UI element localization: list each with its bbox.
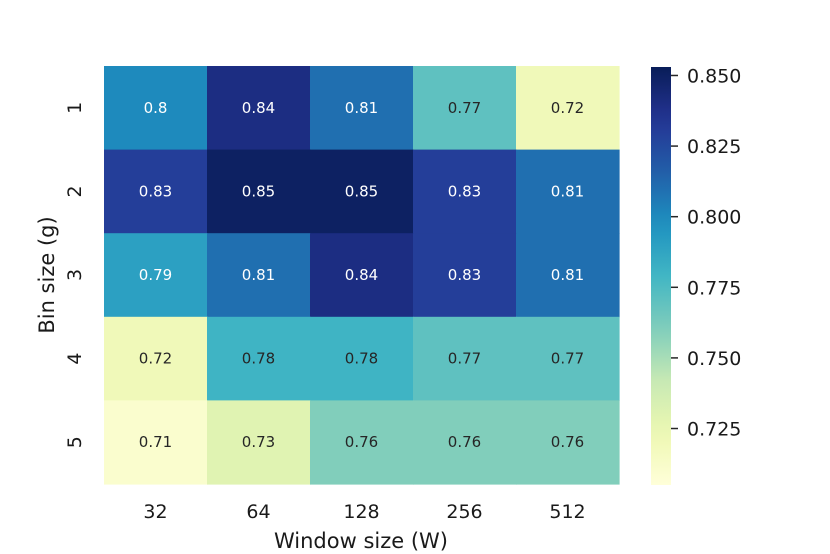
x-tick-label: 512 — [549, 501, 585, 523]
cell-value-label: 0.83 — [448, 266, 481, 284]
heatmap-cells — [104, 66, 620, 485]
heatmap-cell — [207, 233, 311, 318]
colorbar-tick-label: 0.750 — [687, 348, 741, 370]
colorbar-tick-label: 0.725 — [687, 419, 741, 441]
heatmap-cell — [310, 316, 414, 401]
heatmap-cell — [104, 316, 208, 401]
x-tick-label: 128 — [343, 501, 379, 523]
cell-value-label: 0.76 — [345, 433, 378, 451]
heatmap-cell — [413, 233, 517, 318]
x-tick-label: 64 — [246, 501, 270, 523]
cell-value-label: 0.81 — [345, 99, 378, 117]
x-axis-label: Window size (W) — [274, 529, 448, 553]
cell-value-label: 0.84 — [345, 266, 378, 284]
cell-value-label: 0.85 — [242, 182, 275, 200]
heatmap-cell — [310, 149, 414, 234]
heatmap-cell — [516, 316, 620, 401]
colorbar-tick-label: 0.775 — [687, 277, 741, 299]
cell-value-label: 0.85 — [345, 182, 378, 200]
y-tick-label: 1 — [64, 102, 86, 114]
cell-value-label: 0.84 — [242, 99, 275, 117]
cell-value-label: 0.83 — [139, 182, 172, 200]
cell-value-label: 0.78 — [242, 350, 275, 368]
cell-value-label: 0.73 — [242, 433, 275, 451]
heatmap-cell — [516, 66, 620, 151]
heatmap-cell — [310, 233, 414, 318]
y-tick-label: 4 — [64, 353, 86, 365]
heatmap-cell — [207, 316, 311, 401]
heatmap-cell — [104, 400, 208, 485]
x-tick-label: 256 — [446, 501, 482, 523]
cell-value-label: 0.78 — [345, 350, 378, 368]
heatmap-cell — [413, 400, 517, 485]
heatmap-cell — [516, 233, 620, 318]
heatmap-cell — [104, 233, 208, 318]
cell-value-label: 0.71 — [139, 433, 172, 451]
heatmap-cell — [516, 400, 620, 485]
heatmap-cell — [516, 149, 620, 234]
heatmap-cell — [104, 149, 208, 234]
y-tick-label: 5 — [64, 436, 86, 448]
heatmap-cell — [310, 66, 414, 151]
y-tick-label: 2 — [64, 185, 86, 197]
cell-value-label: 0.72 — [139, 350, 172, 368]
heatmap-cell — [413, 316, 517, 401]
cell-value-label: 0.81 — [551, 182, 584, 200]
colorbar-tick-label: 0.850 — [687, 65, 741, 87]
cell-value-label: 0.77 — [448, 350, 481, 368]
heatmap-annotations: 0.8 0.84 0.81 0.77 0.72 0.83 0.85 0.85 0.83 0.81 0… — [139, 99, 584, 451]
colorbar-tick-label: 0.825 — [687, 136, 741, 158]
cell-value-label: 0.76 — [551, 433, 584, 451]
heatmap-cell — [413, 149, 517, 234]
cell-value-label: 0.72 — [551, 99, 584, 117]
cell-value-label: 0.79 — [139, 266, 172, 284]
cell-value-label: 0.81 — [242, 266, 275, 284]
cell-value-label: 0.77 — [551, 350, 584, 368]
cell-value-label: 0.77 — [448, 99, 481, 117]
cell-value-label: 0.81 — [551, 266, 584, 284]
heatmap-cell — [207, 66, 311, 151]
x-axis-ticks: 32 64 128 256 512 — [143, 501, 585, 523]
cell-value-label: 0.8 — [144, 99, 168, 117]
colorbar — [651, 67, 671, 485]
cell-value-label: 0.83 — [448, 182, 481, 200]
heatmap-cell — [310, 400, 414, 485]
y-axis-label: Bin size (g) — [35, 216, 59, 333]
heatmap-cell — [207, 149, 311, 234]
heatmap-cell — [104, 66, 208, 151]
y-tick-label: 3 — [64, 269, 86, 281]
colorbar-ticks: 0.725 0.750 0.775 0.800 0.825 0.850 — [671, 65, 741, 441]
y-axis-ticks: 1 2 3 4 5 — [64, 102, 86, 448]
x-tick-label: 32 — [143, 501, 167, 523]
heatmap-cell — [413, 66, 517, 151]
heatmap-cell — [207, 400, 311, 485]
cell-value-label: 0.76 — [448, 433, 481, 451]
colorbar-tick-label: 0.800 — [687, 207, 741, 229]
